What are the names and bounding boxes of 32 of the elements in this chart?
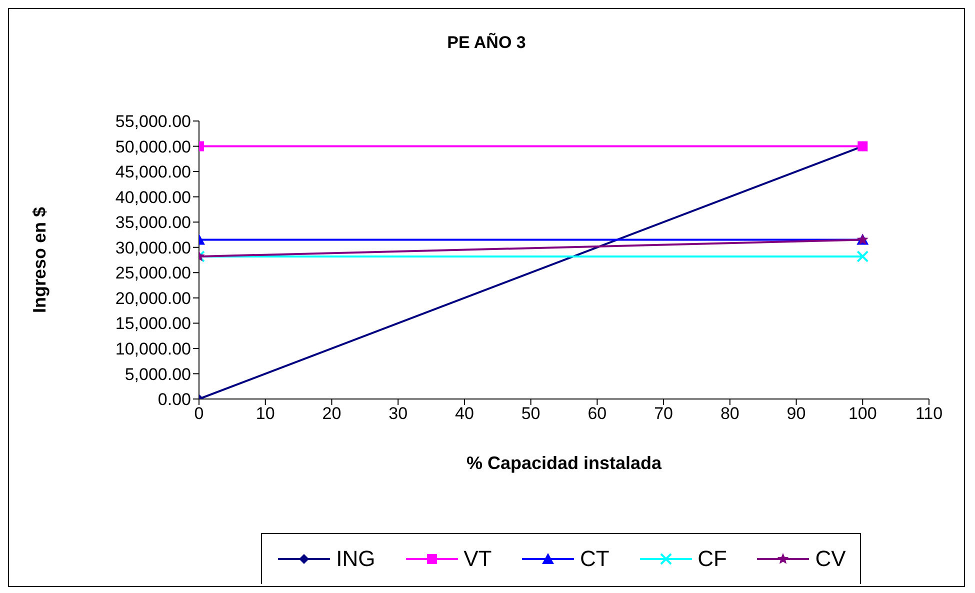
y-tick-label: 50,000.00 [115,137,191,156]
chart-title: PE AÑO 3 [446,33,527,53]
legend-label: CF [698,546,727,572]
legend-label: CV [815,546,846,572]
x-axis-title: % Capacidad instalada [466,453,663,473]
x-tick-label: 80 [720,404,740,424]
y-tick-label: 20,000.00 [115,288,191,308]
y-tick-label: 0.00 [158,390,191,410]
y-tick-label: 15,000.00 [115,314,191,334]
x-tick-label: 110 [915,404,943,424]
y-tick-label: 10,000.00 [115,339,191,358]
y-tick-label: 5,000.00 [124,364,191,384]
x-tick-label: 60 [588,404,607,424]
legend-label: VT [464,546,492,572]
y-axis-title: Ingreso en $ [29,206,50,314]
y-tick-label: 30,000.00 [115,238,191,258]
x-tick-label: 40 [454,404,474,424]
y-tick-label: 40,000.00 [115,188,191,207]
y-tick-label: 55,000.00 [115,112,191,132]
x-tick-label: 50 [521,404,540,424]
y-tick-label: 35,000.00 [115,213,191,232]
x-tick-label: 100 [848,404,877,424]
x-tick-label: 0 [194,404,204,424]
x-tick-label: 70 [654,404,674,424]
x-tick-label: 10 [256,404,275,424]
y-tick-label: 25,000.00 [115,264,191,283]
y-tick-label: 45,000.00 [115,162,191,182]
x-tick-label: 30 [388,404,408,424]
legend-label: CT [580,546,610,572]
x-tick-label: 90 [786,404,806,424]
x-tick-label: 20 [322,404,342,424]
legend-label: ING [336,546,376,572]
